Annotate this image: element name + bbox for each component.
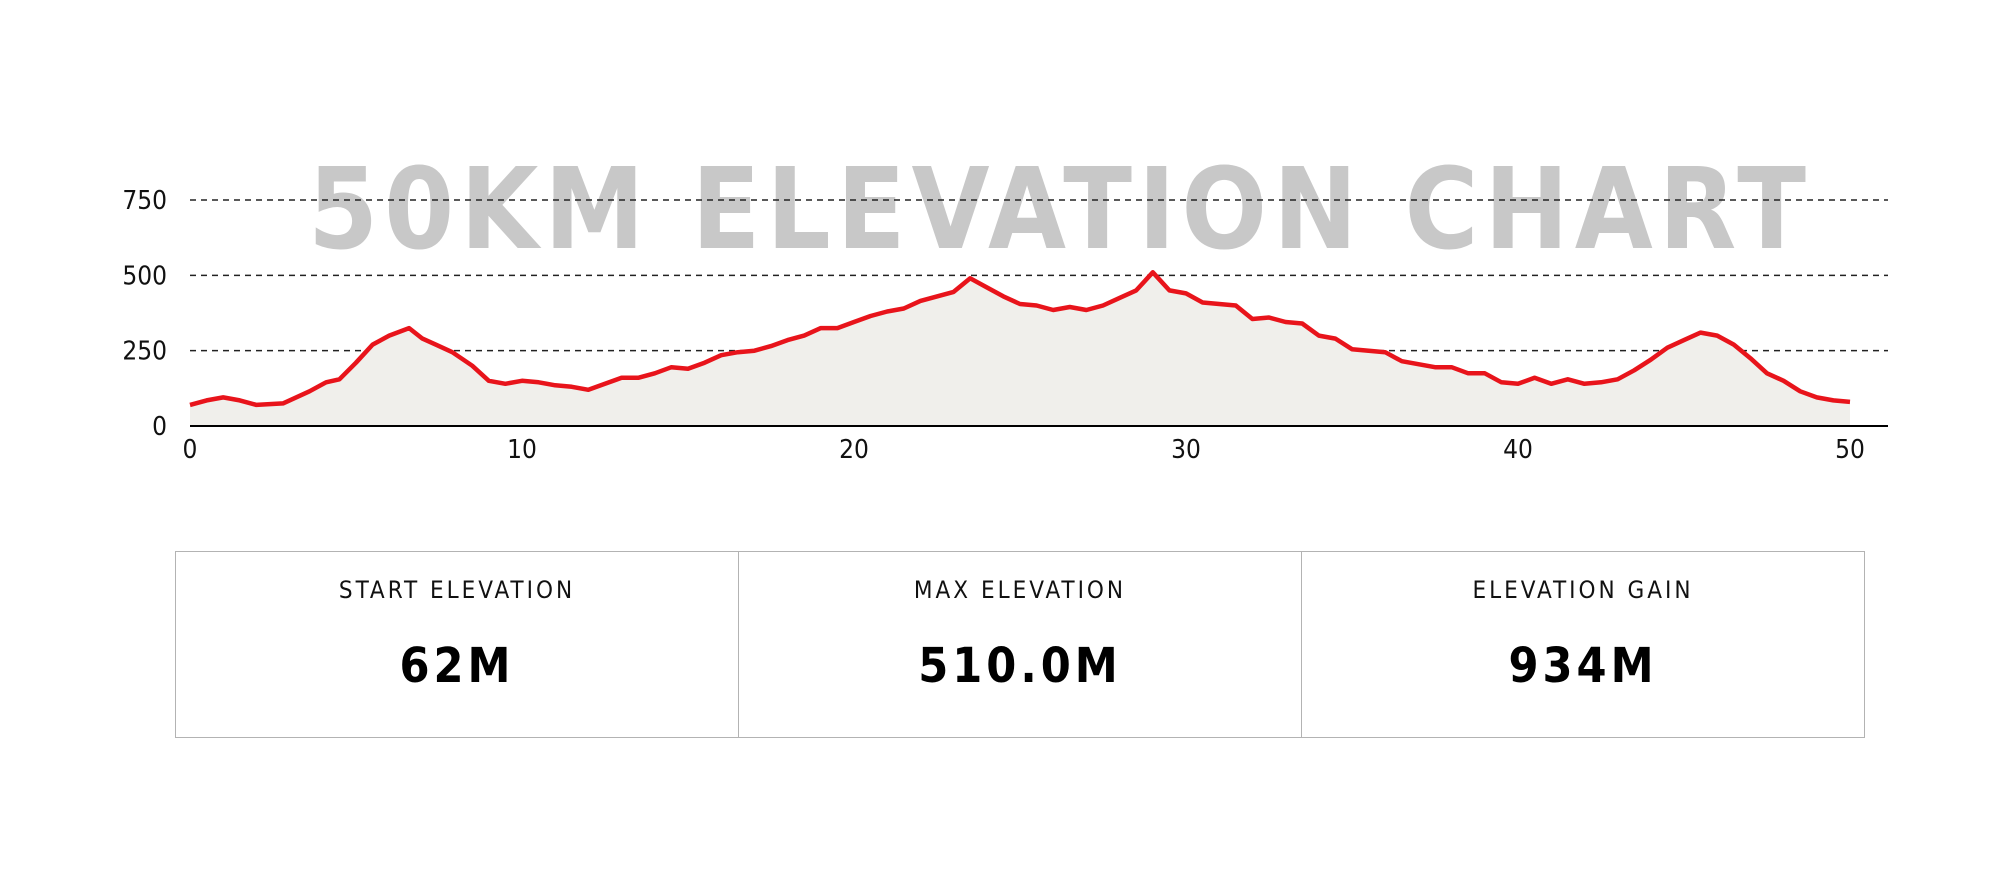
x-tick-labels: 0 10 20 30 40 50 bbox=[183, 435, 1865, 465]
y-tick-label: 0 bbox=[152, 412, 167, 442]
elevation-line-group bbox=[189, 270, 1851, 408]
stat-label: MAX ELEVATION bbox=[913, 576, 1127, 604]
x-tick-label: 40 bbox=[1503, 435, 1533, 465]
stat-max-elevation: MAX ELEVATION 510.0M bbox=[738, 552, 1301, 737]
stat-value: 510.0M bbox=[918, 638, 1122, 694]
stat-start-elevation: START ELEVATION 62M bbox=[176, 552, 738, 737]
stat-label: ELEVATION GAIN bbox=[1472, 576, 1694, 604]
x-tick-label: 0 bbox=[183, 435, 198, 465]
stat-elevation-gain: ELEVATION GAIN 934M bbox=[1301, 552, 1864, 737]
y-tick-label: 250 bbox=[122, 337, 167, 367]
elevation-stats-panel: START ELEVATION 62M MAX ELEVATION 510.0M… bbox=[175, 551, 1865, 738]
stat-label: START ELEVATION bbox=[338, 576, 576, 604]
elevation-chart: 50KM ELEVATION CHART 0 10 20 30 40 50 0 250 500… bbox=[122, 145, 1888, 465]
elevation-area-group bbox=[190, 272, 1850, 426]
x-tick-label: 20 bbox=[839, 435, 869, 465]
x-tick-label: 10 bbox=[507, 435, 537, 465]
stat-value: 62M bbox=[399, 638, 515, 694]
y-tick-labels: 0 250 500 750 bbox=[122, 186, 167, 442]
chart-title: 50KM ELEVATION CHART bbox=[308, 145, 1812, 275]
elevation-area bbox=[190, 272, 1850, 426]
elevation-line bbox=[189, 270, 1851, 408]
y-tick-label: 750 bbox=[122, 186, 167, 216]
x-tick-label: 50 bbox=[1835, 435, 1865, 465]
x-tick-label: 30 bbox=[1171, 435, 1201, 465]
stat-value: 934M bbox=[1508, 638, 1658, 694]
y-tick-label: 500 bbox=[122, 261, 167, 291]
